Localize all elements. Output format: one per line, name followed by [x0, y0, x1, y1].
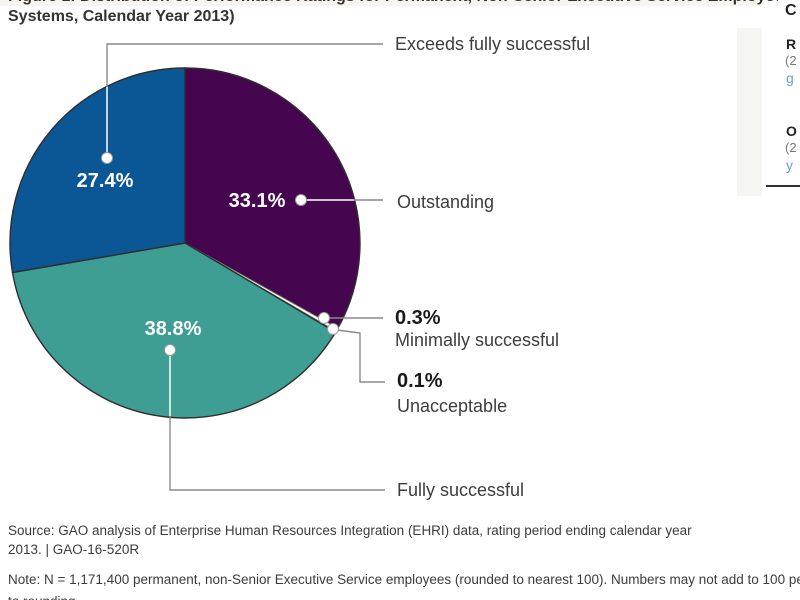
pie-chart [9, 43, 385, 491]
sidebar-item2-title-fragment: O [786, 123, 797, 139]
sidebar-item2-date-fragment: (2 [785, 140, 797, 155]
note-line2-clipped: to rounding. [8, 593, 79, 600]
pct-label-unacceptable: 0.1% [397, 370, 443, 392]
sidebar-heading-fragment: C [785, 2, 797, 19]
dot-minimally-successful [318, 312, 330, 324]
source-line1: Source: GAO analysis of Enterprise Human… [8, 523, 692, 538]
pct-label-outstanding: 33.1% [228, 190, 286, 212]
top-highlight-band [0, 0, 758, 6]
pct-label-exceeds: 27.4% [76, 170, 134, 192]
sidebar-item1-link-fragment[interactable]: g [786, 70, 794, 86]
wedge-fully-successful [11, 242, 337, 419]
callout-dots [101, 152, 339, 356]
pct-label-fully-successful: 38.8% [144, 318, 202, 340]
label-exceeds-fully-successful: Exceeds fully successful [395, 34, 591, 54]
dot-exceeds [101, 152, 113, 164]
wedge-outstanding [184, 67, 361, 330]
sidebar-item1-date-fragment: (2 [785, 53, 797, 68]
dot-unacceptable [327, 323, 339, 335]
figure-title-line1-clipped: Figure 1: Distribution of Performance Ra… [8, 0, 778, 6]
label-minimally-successful: Minimally successful [395, 330, 560, 350]
sidebar-item1-title-fragment: R [786, 36, 797, 52]
source-line2: 2013. | GAO-16-520R [8, 542, 140, 557]
leader-lines-inner [106, 87, 354, 416]
sidebar-divider [766, 185, 800, 187]
label-unacceptable: Unacceptable [397, 396, 508, 416]
figure-title-line2: Systems, Calendar Year 2013) [8, 8, 235, 25]
leader-lines-outer [106, 43, 385, 491]
dot-fully-successful [164, 344, 176, 356]
dot-outstanding [295, 194, 307, 206]
pct-label-minimally-successful: 0.3% [395, 307, 441, 329]
sidebar-gutter [737, 28, 762, 196]
label-outstanding: Outstanding [397, 192, 495, 212]
sidebar-item2-link-fragment[interactable]: y [786, 157, 793, 173]
label-fully-successful: Fully successful [397, 480, 525, 500]
wedge-exceeds-fully-successful [9, 67, 186, 274]
note-line1: Note: N = 1,171,400 permanent, non-Senio… [8, 572, 800, 587]
